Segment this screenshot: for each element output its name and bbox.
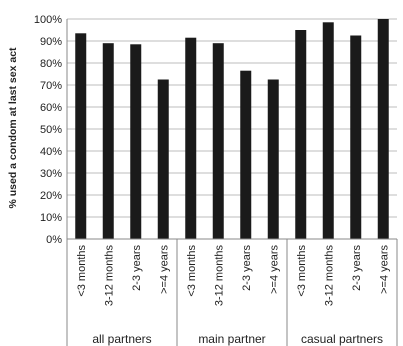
x-category-label: 2-3 years bbox=[131, 245, 143, 291]
x-group-label: all partners bbox=[92, 332, 151, 346]
x-category-label: 2-3 years bbox=[351, 245, 363, 291]
bar bbox=[295, 30, 307, 239]
y-tick-label: 40% bbox=[40, 146, 62, 158]
gridlines bbox=[67, 18, 397, 240]
bar bbox=[350, 35, 362, 239]
x-category-label: >=4 years bbox=[378, 245, 390, 294]
bar bbox=[322, 22, 334, 239]
y-axis-ticks: 0% 10% 20% 30% 40% 50% 60% 70% 80% 90% 100% bbox=[34, 14, 62, 246]
bar bbox=[75, 33, 87, 239]
y-tick-label: 30% bbox=[40, 168, 62, 180]
y-tick-label: 0% bbox=[46, 234, 62, 246]
y-tick-label: 10% bbox=[40, 212, 62, 224]
bar bbox=[157, 79, 169, 239]
bar bbox=[102, 43, 114, 240]
x-group-label: main partner bbox=[198, 332, 265, 346]
x-category-label: 3-12 months bbox=[323, 245, 335, 307]
bar bbox=[212, 43, 224, 240]
x-category-label: >=4 years bbox=[268, 245, 280, 294]
y-tick-label: 20% bbox=[40, 190, 62, 202]
y-tick-label: 90% bbox=[40, 36, 62, 48]
x-category-label: >=4 years bbox=[158, 245, 170, 294]
bar bbox=[130, 44, 142, 239]
x-category-label: <3 months bbox=[186, 245, 198, 297]
y-tick-label: 80% bbox=[40, 58, 62, 70]
y-tick-label: 60% bbox=[40, 102, 62, 114]
y-tick-label: 100% bbox=[34, 14, 62, 26]
bars bbox=[75, 19, 389, 240]
bar bbox=[267, 79, 279, 239]
x-category-label: 3-12 months bbox=[103, 245, 115, 307]
y-tick-label: 50% bbox=[40, 124, 62, 136]
x-category-label: <3 months bbox=[296, 245, 308, 297]
bar bbox=[240, 70, 252, 239]
x-category-label: 2-3 years bbox=[241, 245, 253, 291]
x-axis: <3 months 3-12 months 2-3 years >=4 years al… bbox=[66, 19, 398, 346]
x-category-label: <3 months bbox=[76, 245, 88, 297]
y-tick-label: 70% bbox=[40, 80, 62, 92]
x-category-label: 3-12 months bbox=[213, 245, 225, 307]
x-group-label: casual partners bbox=[301, 332, 383, 346]
bar bbox=[377, 19, 389, 239]
y-axis-label: % used a condom at last sex act bbox=[7, 47, 19, 209]
bar bbox=[185, 37, 197, 240]
